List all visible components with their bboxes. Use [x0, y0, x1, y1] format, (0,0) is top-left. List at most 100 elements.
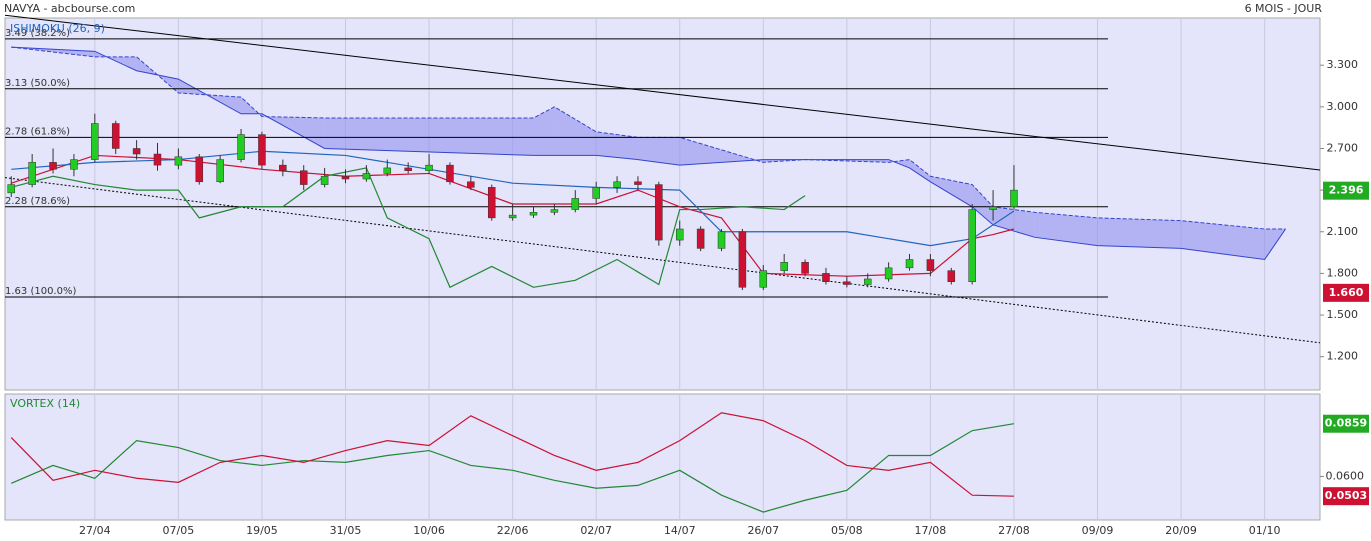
- x-tick-label: 07/05: [163, 524, 195, 537]
- y-tick-label: 1.500: [1327, 308, 1359, 321]
- candle-body: [320, 175, 329, 185]
- price-marker-label: 0.0503: [1325, 489, 1367, 502]
- indicator-legend: ISHIMOKU (26, 9): [10, 22, 105, 35]
- candle-body: [195, 156, 204, 183]
- candle-body: [508, 214, 517, 219]
- cloud-segment: [1181, 220, 1265, 260]
- indicator-line: [11, 167, 806, 289]
- chart-subtitle: 6 MOIS - JOUR: [1245, 2, 1323, 15]
- candle-body: [279, 164, 287, 171]
- candle-body: [362, 173, 371, 180]
- cloud-segment: [637, 137, 680, 166]
- x-tick-label: 27/04: [79, 524, 111, 537]
- candle-body: [822, 273, 830, 282]
- y-tick-label: 0.0600: [1326, 469, 1365, 482]
- candle-body: [49, 162, 57, 170]
- price-marker: [1323, 283, 1369, 302]
- price-marker: [1323, 414, 1369, 433]
- cloud-segment: [972, 184, 994, 225]
- candle-body: [634, 181, 642, 185]
- x-tick-label: 02/07: [580, 524, 612, 537]
- candle-body: [132, 148, 141, 155]
- y-tick-label: 2.700: [1327, 141, 1359, 154]
- candle-body: [675, 228, 684, 241]
- x-tick-label: 17/08: [915, 524, 947, 537]
- candle-body: [216, 159, 224, 183]
- price-marker: [1323, 181, 1369, 200]
- x-tick-label: 31/05: [330, 524, 362, 537]
- cloud-segment: [993, 206, 1035, 238]
- candle-body: [843, 281, 851, 285]
- candle-body: [655, 184, 663, 241]
- price-marker-label: 1.660: [1329, 286, 1364, 299]
- candle-body: [947, 270, 956, 282]
- x-tick-label: 20/09: [1165, 524, 1197, 537]
- cloud-segment: [763, 159, 806, 163]
- y-tick-label: 2.100: [1327, 225, 1359, 238]
- candle-body: [717, 231, 726, 249]
- x-tick-label: 01/10: [1249, 524, 1281, 537]
- level-label: 2.28 (78.6%): [5, 196, 70, 207]
- candle-body: [989, 206, 997, 210]
- candle-body: [592, 187, 600, 199]
- x-tick-label: 10/06: [413, 524, 445, 537]
- candle-body: [905, 259, 914, 269]
- candle-body: [571, 198, 580, 210]
- candle-body: [968, 209, 976, 282]
- x-tick-label: 22/06: [497, 524, 529, 537]
- candle-body: [383, 167, 392, 174]
- cloud-segment: [679, 137, 764, 166]
- cloud-segment: [596, 131, 638, 160]
- price-marker-label: 0.0859: [1325, 417, 1367, 430]
- candle-body: [487, 187, 496, 219]
- level-label: 3.13 (50.0%): [5, 78, 70, 89]
- candle-body: [613, 181, 621, 188]
- level-label: 3.49 (38.2%): [5, 28, 70, 39]
- vortex-line: [10, 412, 1014, 497]
- trendline: [4, 14, 1321, 171]
- candle-body: [299, 170, 308, 185]
- x-tick-label: 09/09: [1082, 524, 1114, 537]
- candle-body: [1010, 189, 1018, 208]
- candle-body: [404, 167, 412, 171]
- candle-body: [926, 259, 935, 271]
- candle-body: [111, 123, 120, 149]
- x-tick-label: 05/08: [831, 524, 863, 537]
- cloud-segment: [533, 106, 555, 156]
- candle-body: [446, 164, 454, 183]
- chart-title: NAVYA - abcbourse.com: [4, 2, 135, 15]
- level-label: 1.63 (100.0%): [5, 286, 76, 297]
- candle-body: [258, 134, 266, 166]
- candle-body: [28, 162, 36, 185]
- y-tick-label: 3.000: [1327, 100, 1359, 113]
- y-tick-label: 1.200: [1327, 350, 1359, 363]
- candle-body: [153, 153, 162, 166]
- candle-body: [425, 164, 433, 171]
- candle-body: [550, 209, 559, 213]
- x-tick-label: 27/08: [998, 524, 1030, 537]
- price-marker-label: 2.396: [1329, 184, 1364, 197]
- candle-body: [341, 175, 350, 180]
- level-label: 2.78 (61.8%): [5, 126, 70, 137]
- cloud-segment: [1034, 212, 1098, 246]
- cloud-segment: [909, 159, 931, 182]
- candle-body: [174, 156, 183, 166]
- candle-body: [696, 228, 705, 249]
- cloud-segment: [324, 117, 534, 156]
- vortex-line: [11, 423, 1015, 513]
- candle-body: [70, 159, 78, 170]
- candle-body: [529, 212, 538, 216]
- cloud-line: [11, 46, 1286, 261]
- vortex-legend: VORTEX (14): [10, 397, 80, 410]
- y-tick-label: 3.300: [1327, 58, 1359, 71]
- candle-body: [780, 262, 788, 271]
- candle-body: [91, 123, 99, 160]
- price-marker: [1323, 487, 1369, 506]
- vortex-panel: [4, 393, 1321, 521]
- x-tick-label: 14/07: [664, 524, 696, 537]
- candle-body: [237, 134, 245, 160]
- candle-body: [7, 184, 16, 194]
- cloud-line: [11, 46, 1286, 230]
- candle-body: [738, 231, 747, 288]
